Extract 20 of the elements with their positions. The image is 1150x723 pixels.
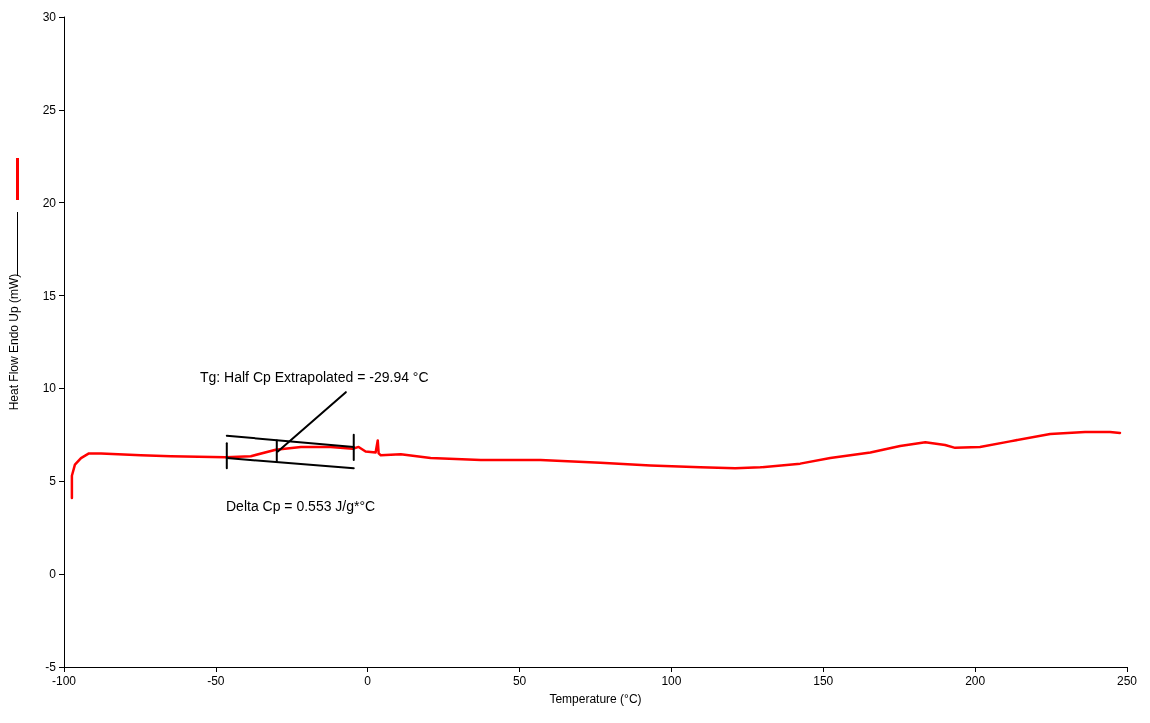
y-tick-label: 30 <box>42 10 57 24</box>
x-tick-label: 200 <box>965 674 986 688</box>
y-tick-label: 15 <box>42 288 57 303</box>
y-tick-label: 10 <box>42 381 57 396</box>
x-tick-label: 100 <box>661 674 682 688</box>
y-tick-label: -5 <box>45 660 57 674</box>
annotation: Delta Cp = 0.553 J/g*°C <box>226 498 376 514</box>
y-axis-title: Heat Flow Endo Up (mW) <box>7 273 21 411</box>
x-tick-label: -50 <box>207 674 225 688</box>
x-tick-label: 250 <box>1116 674 1138 688</box>
x-tick-label: -100 <box>51 674 77 688</box>
y-tick-label: 5 <box>49 474 57 489</box>
y-tick-label: 0 <box>49 567 57 582</box>
annotation: Tg: Half Cp Extrapolated = -29.94 °C <box>200 369 429 385</box>
x-tick-label: 50 <box>512 674 527 688</box>
y-tick-label: 20 <box>42 195 57 210</box>
y-tick-label: 25 <box>42 102 57 117</box>
x-axis-title: Temperature (°C) <box>549 692 642 706</box>
x-tick-label: 0 <box>364 674 372 688</box>
x-tick-label: 150 <box>813 674 834 688</box>
